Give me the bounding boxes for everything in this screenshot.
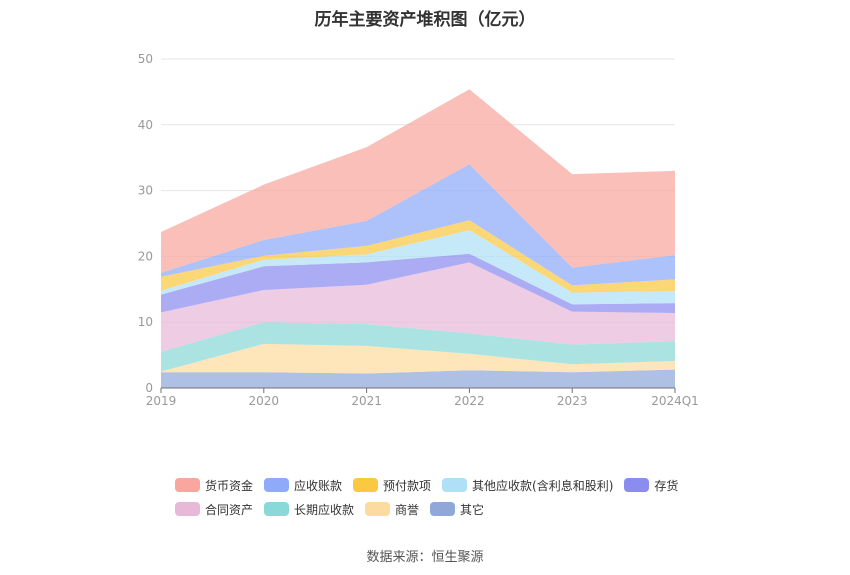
legend-label: 存货 xyxy=(654,478,679,493)
y-tick-label: 10 xyxy=(138,315,153,329)
x-tick-label: 2022 xyxy=(454,394,485,408)
area-series xyxy=(161,220,675,293)
legend-swatch xyxy=(264,502,290,516)
legend-item[interactable]: 存货 xyxy=(624,477,678,494)
x-tick-label: 2019 xyxy=(146,394,177,408)
area-series xyxy=(161,262,675,352)
data-source: 数据来源：恒生聚源 xyxy=(366,550,484,565)
legend-row-2: 合同资产 长期应收款 商誉 其它 xyxy=(175,497,735,521)
legend-row-1: 货币资金 应收账款 预付款项 其他应收款(含利息和股利) 存货 xyxy=(175,473,735,497)
x-tick-label: 2021 xyxy=(351,394,382,408)
legend-label: 预付款项 xyxy=(383,478,432,493)
legend-item[interactable]: 应收账款 xyxy=(264,477,342,494)
chart-title: 历年主要资产堆积图（亿元） xyxy=(314,10,536,30)
legend-label: 商誉 xyxy=(395,502,420,517)
legend-label: 其它 xyxy=(460,502,485,517)
x-tick-label: 2023 xyxy=(557,394,588,408)
legend-label: 应收账款 xyxy=(294,478,343,493)
legend-swatch xyxy=(430,502,456,516)
legend-swatch xyxy=(442,478,468,492)
legend: 货币资金 应收账款 预付款项 其他应收款(含利息和股利) 存货 合同资产 长期应收款 商誉 其… xyxy=(175,473,735,521)
legend-label: 合同资产 xyxy=(205,502,254,517)
area-series xyxy=(161,253,675,313)
legend-swatch xyxy=(353,478,379,492)
legend-item[interactable]: 长期应收款 xyxy=(264,501,354,518)
legend-swatch xyxy=(175,478,200,492)
x-tick-label: 2024Q1 xyxy=(651,394,699,408)
legend-item[interactable]: 其他应收款(含利息和股利) xyxy=(442,477,613,494)
legend-label: 货币资金 xyxy=(205,478,254,493)
area-series xyxy=(161,343,675,374)
y-tick-label: 0 xyxy=(145,381,153,395)
y-tick-label: 40 xyxy=(138,118,153,132)
y-tick-label: 20 xyxy=(138,249,153,263)
legend-swatch xyxy=(624,478,650,492)
legend-swatch xyxy=(365,502,391,516)
x-tick-label: 2020 xyxy=(249,394,280,408)
y-tick-label: 30 xyxy=(138,184,153,198)
area-series xyxy=(161,230,675,305)
legend-item[interactable]: 预付款项 xyxy=(353,477,431,494)
y-tick-label: 50 xyxy=(138,52,153,66)
legend-label: 其他应收款(含利息和股利) xyxy=(472,478,614,493)
legend-label: 长期应收款 xyxy=(294,502,355,517)
legend-swatch xyxy=(175,502,200,516)
area-series xyxy=(161,89,675,273)
legend-item[interactable]: 商誉 xyxy=(365,501,419,518)
legend-item[interactable]: 货币资金 xyxy=(175,477,253,494)
area-series xyxy=(161,322,675,372)
legend-item[interactable]: 其它 xyxy=(430,501,484,518)
area-series xyxy=(161,369,675,388)
legend-swatch xyxy=(264,478,290,492)
legend-item[interactable]: 合同资产 xyxy=(175,501,253,518)
area-series xyxy=(161,164,675,286)
